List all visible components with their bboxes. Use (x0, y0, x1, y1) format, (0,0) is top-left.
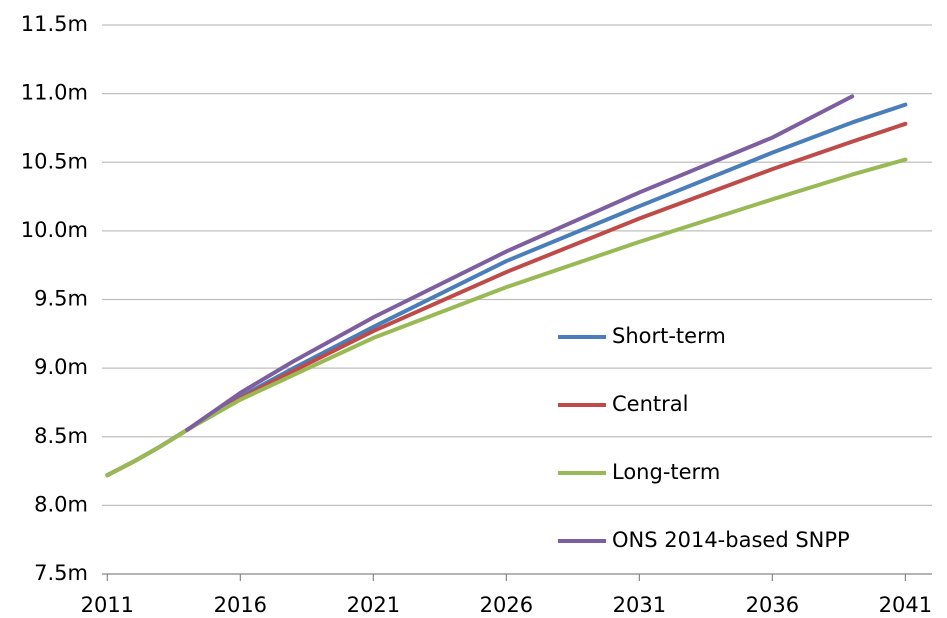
y-tick-label: 10.5m (21, 149, 88, 173)
legend-label: Central (612, 392, 688, 416)
legend-label: Long-term (612, 460, 720, 484)
y-tick-label: 8.5m (34, 424, 88, 448)
x-tick-label: 2036 (746, 593, 799, 617)
y-tick-label: 7.5m (34, 561, 88, 585)
series-line (105, 102, 908, 478)
x-tick-label: 2041 (879, 593, 932, 617)
x-tick-label: 2026 (480, 593, 533, 617)
series-line (185, 94, 855, 432)
x-tick-label: 2031 (613, 593, 666, 617)
y-tick-label: 11.0m (21, 81, 88, 105)
x-tick-label: 2021 (347, 593, 400, 617)
y-tick-label: 11.5m (21, 12, 88, 36)
x-tick-label: 2011 (81, 593, 134, 617)
y-tick-label: 10.0m (21, 218, 88, 242)
y-tick-label: 9.5m (34, 287, 88, 311)
y-tick-label: 8.0m (34, 492, 88, 516)
y-tick-label: 9.0m (34, 355, 88, 379)
legend-label: Short-term (612, 324, 726, 348)
legend-label: ONS 2014-based SNPP (612, 528, 850, 552)
series-line (105, 157, 908, 478)
x-tick-label: 2016 (214, 593, 267, 617)
